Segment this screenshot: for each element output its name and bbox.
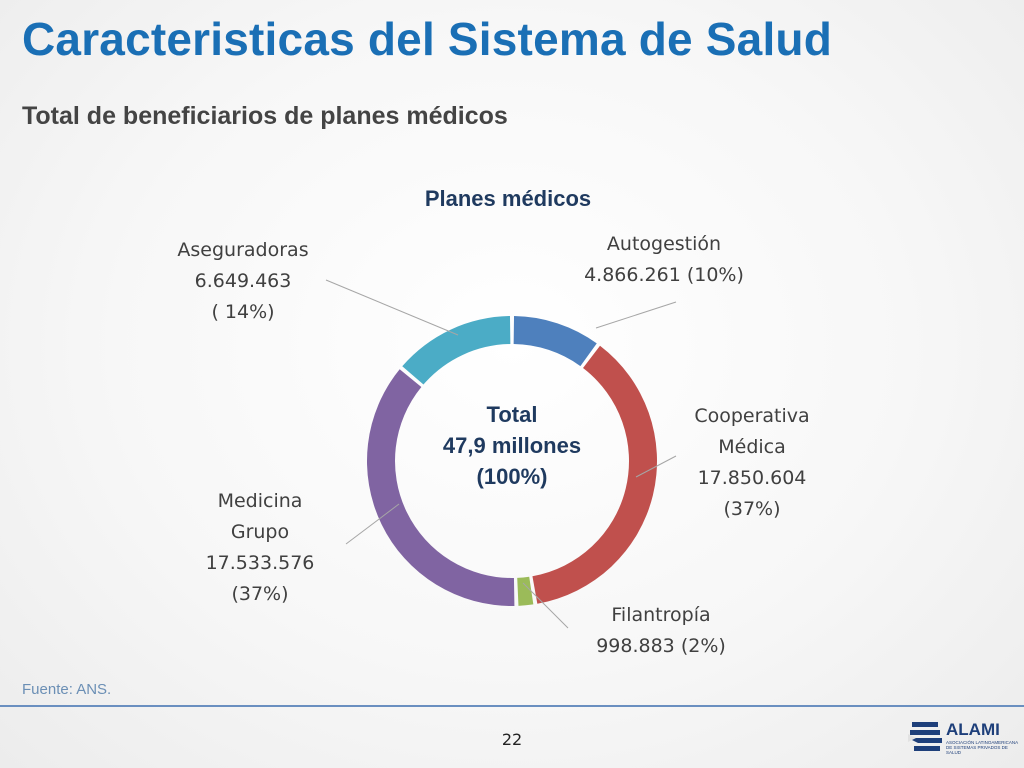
slide-title: Caracteristicas del Sistema de Salud — [22, 13, 833, 65]
leader-line-cooperativa-medica — [635, 455, 677, 478]
logo-tagline: Asociación Latinoamericana de Sistemas P… — [946, 740, 1018, 755]
leader-line-aseguradoras — [325, 279, 459, 336]
page-number: 22 — [501, 730, 523, 749]
leader-line-filantropia — [522, 582, 569, 629]
source-note: Fuente: ANS. — [22, 681, 112, 698]
slice-autogestion — [513, 316, 597, 367]
slide-subtitle: Total de beneficiarios de planes médicos — [22, 102, 508, 130]
alami-logo-icon — [908, 722, 942, 751]
leader-line-autogestion — [595, 301, 677, 329]
leader-line-medicina-grupo — [345, 503, 400, 545]
data-label-filantropia: Filantropía 998.883 (2%) — [596, 604, 726, 657]
alami-logo: ALAMI Asociación Latinoamericana de Sist… — [908, 716, 1018, 760]
data-label-aseguradoras: Aseguradoras 6.649.463( 14%) — [177, 239, 308, 323]
data-label-autogestion: Autogestión 4.866.261 (10%) — [584, 233, 744, 286]
footer-divider — [0, 705, 1024, 707]
slice-medicina-grupo — [367, 369, 515, 606]
chart-title: Planes médicos — [425, 186, 591, 211]
slice-filantropia — [517, 576, 534, 606]
logo-name: ALAMI — [946, 720, 1000, 739]
data-label-cooperativa-medica: Cooperativa Médica 17.850.604 (37%) — [694, 405, 809, 520]
slice-cooperativa-medica — [532, 345, 657, 604]
slice-aseguradoras — [402, 316, 511, 385]
data-label-medicina-grupo: Medicina Grupo 17.533.576 (37%) — [206, 490, 315, 605]
center-total-label: Total 47,9 millones (100%) — [443, 402, 581, 489]
